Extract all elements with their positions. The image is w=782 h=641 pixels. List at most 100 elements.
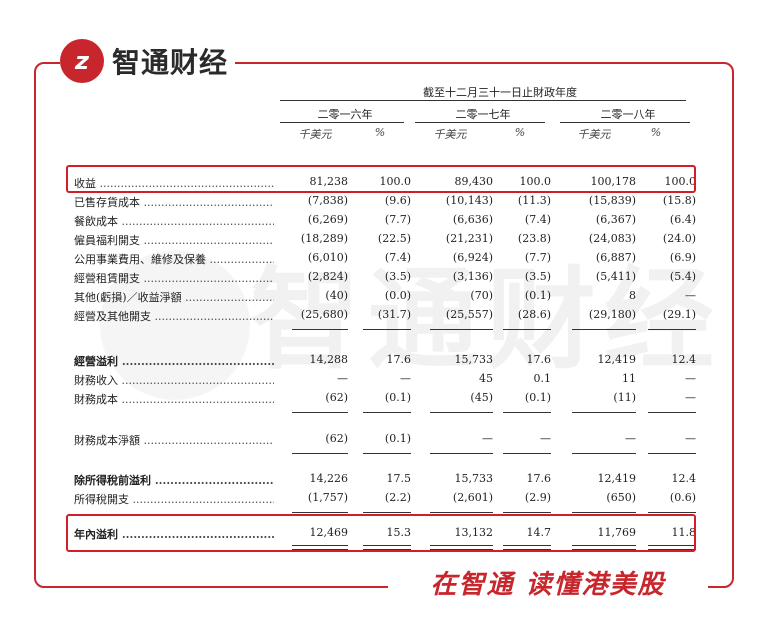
row-label: 財務成本 — [74, 391, 274, 407]
row-value: (11.3) — [517, 194, 551, 207]
subtotal-line — [572, 329, 636, 330]
row-value: (0.0) — [384, 289, 411, 302]
row-value: — — [625, 432, 636, 445]
row-value: (6,367) — [595, 213, 636, 226]
table-row: 所得稅開支 (1,757) (2.2) (2,601) (2.9) (650) … — [70, 491, 696, 509]
table-row: 經營溢利 14,288 17.6 15,733 17.6 12,419 12.4 — [70, 353, 696, 371]
row-value: (0.1) — [524, 391, 551, 404]
row-value: 13,132 — [454, 526, 494, 539]
total-double-line — [292, 545, 348, 550]
subtotal-line — [292, 512, 348, 513]
row-value: 17.6 — [526, 472, 552, 485]
row-value: — — [540, 432, 551, 445]
row-value: (5.4) — [669, 270, 696, 283]
row-value: (29.1) — [662, 308, 696, 321]
row-value: 12.4 — [671, 472, 697, 485]
table-row: 已售存貨成本 (7,838) (9.6) (10,143) (11.3) (15… — [70, 194, 696, 212]
row-value: — — [685, 289, 696, 302]
subtotal-line — [503, 453, 551, 454]
row-value: (40) — [325, 289, 348, 302]
table-row: 財務成本 (62) (0.1) (45) (0.1) (11) — — [70, 391, 696, 409]
table-title: 截至十二月三十一日止財政年度 — [423, 86, 577, 99]
row-value: (7.4) — [384, 251, 411, 264]
row-value: (6,269) — [307, 213, 348, 226]
subtotal-line — [572, 453, 636, 454]
row-label: 已售存貨成本 — [74, 194, 274, 210]
subheader-cell: 千美元 — [298, 128, 332, 141]
year-underline-2017 — [415, 122, 545, 123]
subtotal-line — [363, 512, 411, 513]
row-value: (7.7) — [384, 213, 411, 226]
row-value: 11,769 — [597, 526, 637, 539]
total-double-line — [503, 545, 551, 550]
row-value: (7.7) — [524, 251, 551, 264]
row-value: 12,469 — [309, 526, 349, 539]
row-value: (2,601) — [452, 491, 493, 504]
row-value: 15,733 — [454, 472, 494, 485]
row-value: (3.5) — [524, 270, 551, 283]
row-value: (3.5) — [384, 270, 411, 283]
table-row: 經營及其他開支 (25,680) (31.7) (25,557) (28.6) … — [70, 308, 696, 326]
row-value: 15,733 — [454, 353, 494, 366]
row-value: (10,143) — [445, 194, 493, 207]
slogan-text: 在智通 读懂港美股 — [430, 569, 666, 600]
brand-name: 智通财经 — [112, 46, 229, 79]
year-underline-2018 — [560, 122, 690, 123]
row-label: 收益 — [74, 175, 274, 191]
subtotal-line — [572, 412, 636, 413]
row-value: (7,838) — [307, 194, 348, 207]
row-value: — — [400, 372, 411, 385]
row-value: 17.6 — [386, 353, 412, 366]
row-value: 15.3 — [386, 526, 412, 539]
subtotal-line — [292, 329, 348, 330]
row-value: (0.6) — [669, 491, 696, 504]
subtotal-line — [292, 412, 348, 413]
row-value: (6,010) — [307, 251, 348, 264]
title-underline — [280, 100, 686, 101]
row-label: 經營租賃開支 — [74, 270, 274, 286]
row-value: 0.1 — [533, 372, 552, 385]
row-value: (23.8) — [517, 232, 551, 245]
row-value: (29,180) — [588, 308, 636, 321]
row-value: 14,288 — [309, 353, 349, 366]
row-value: (7.4) — [524, 213, 551, 226]
row-value: (15,839) — [588, 194, 636, 207]
row-value: (28.6) — [517, 308, 551, 321]
row-value: (15.8) — [662, 194, 696, 207]
row-value: (650) — [606, 491, 636, 504]
subtotal-line — [503, 412, 551, 413]
row-value: 12.4 — [671, 353, 697, 366]
row-value: (6.4) — [669, 213, 696, 226]
highlight-profit-row — [66, 514, 696, 552]
row-label: 公用事業費用、維修及保養 — [74, 251, 274, 267]
row-value: (25,680) — [300, 308, 348, 321]
subheader-cell: % — [374, 126, 386, 139]
row-value: 100.0 — [519, 175, 552, 188]
total-double-line — [363, 545, 411, 550]
subtotal-line — [363, 412, 411, 413]
row-value: 12,419 — [597, 353, 637, 366]
table-row: 收益 81,238 100.0 89,430 100.0 100,178 100… — [70, 175, 696, 193]
table-row: 年內溢利 12,469 15.3 13,132 14.7 11,769 11.8 — [70, 526, 696, 544]
row-value: (3,136) — [452, 270, 493, 283]
table-row: 公用事業費用、維修及保養 (6,010) (7.4) (6,924) (7.7)… — [70, 251, 696, 269]
total-double-line — [572, 545, 636, 550]
row-value: (9.6) — [384, 194, 411, 207]
row-label: 所得稅開支 — [74, 491, 274, 507]
row-value: (24.0) — [662, 232, 696, 245]
row-value: (18,289) — [300, 232, 348, 245]
year-2016: 二零一六年 — [317, 108, 373, 121]
card-frame — [34, 62, 734, 588]
row-value: (5,411) — [595, 270, 636, 283]
row-value: (24,083) — [588, 232, 636, 245]
row-value: 100,178 — [590, 175, 637, 188]
row-label: 除所得稅前溢利 — [74, 472, 274, 488]
row-value: — — [685, 432, 696, 445]
subheader-cell: % — [650, 126, 662, 139]
highlight-revenue-row — [66, 165, 696, 193]
subtotal-line — [363, 453, 411, 454]
year-2018: 二零一八年 — [600, 108, 656, 121]
row-value: 17.5 — [386, 472, 412, 485]
row-label: 其他(虧損)／收益淨額 — [74, 289, 274, 305]
subtotal-line — [648, 412, 696, 413]
